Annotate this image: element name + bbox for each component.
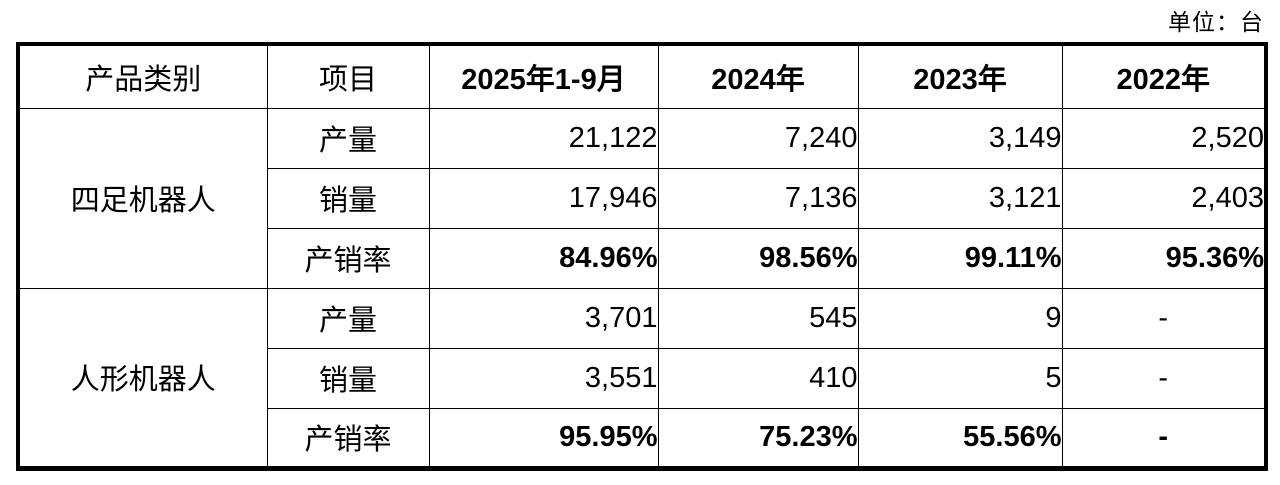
production-sales-table: 产品类别 项目 2025年1-9月 2024年 2023年 2022年 四足机器… (16, 42, 1268, 471)
unit-label: 单位：台 (1168, 10, 1264, 35)
header-item: 项目 (266, 43, 430, 109)
value-cell: 3,121 (857, 167, 1063, 229)
value-cell: 2,520 (1061, 107, 1267, 169)
value-cell: 9 (857, 287, 1063, 349)
value-cell: 95.95% (428, 407, 659, 469)
value-cell: 3,701 (428, 287, 659, 349)
item-sales: 销量 (266, 167, 430, 229)
value-cell: 3,551 (428, 347, 659, 409)
value-cell: - (1061, 287, 1267, 349)
header-2025-jan-sep: 2025年1-9月 (428, 43, 659, 109)
value-cell: 410 (657, 347, 859, 409)
header-product-category: 产品类别 (17, 43, 268, 109)
value-cell: 545 (657, 287, 859, 349)
category-quadruped-robot: 四足机器人 (17, 107, 268, 289)
value-cell: - (1061, 347, 1267, 409)
value-cell: 17,946 (428, 167, 659, 229)
header-row: 产品类别 项目 2025年1-9月 2024年 2023年 2022年 (17, 43, 1267, 109)
value-cell: 7,136 (657, 167, 859, 229)
value-cell: 3,149 (857, 107, 1063, 169)
value-cell: 95.36% (1061, 227, 1267, 289)
value-cell: 98.56% (657, 227, 859, 289)
header-2022: 2022年 (1061, 43, 1267, 109)
item-production-sales-ratio: 产销率 (266, 407, 430, 469)
item-sales: 销量 (266, 347, 430, 409)
category-humanoid-robot: 人形机器人 (17, 287, 268, 469)
table-row: 产销率 84.96% 98.56% 99.11% 95.36% (18, 227, 1267, 289)
value-cell: 21,122 (428, 107, 659, 169)
value-cell: 2,403 (1061, 167, 1267, 229)
value-cell: 7,240 (657, 107, 859, 169)
item-production: 产量 (266, 107, 430, 169)
table-row: 产销率 95.95% 75.23% 55.56% - (18, 407, 1267, 469)
item-production-sales-ratio: 产销率 (266, 227, 430, 289)
value-cell: 5 (857, 347, 1063, 409)
document-page: 单位：台 产品类别 项目 2025年1-9月 2024年 2023年 2022年… (16, 8, 1268, 471)
value-cell: 99.11% (857, 227, 1063, 289)
table-row: 四足机器人 产量 21,122 7,240 3,149 2,520 (17, 107, 1267, 289)
item-production: 产量 (266, 287, 430, 349)
value-cell: 84.96% (428, 227, 659, 289)
value-cell: 75.23% (657, 407, 859, 469)
table-row: 人形机器人 产量 3,701 545 9 - (17, 287, 1267, 469)
value-cell: 55.56% (857, 407, 1063, 469)
value-cell: - (1061, 407, 1267, 469)
table-row: 销量 3,551 410 5 - (18, 347, 1267, 409)
header-2024: 2024年 (657, 43, 859, 109)
header-2023: 2023年 (857, 43, 1063, 109)
